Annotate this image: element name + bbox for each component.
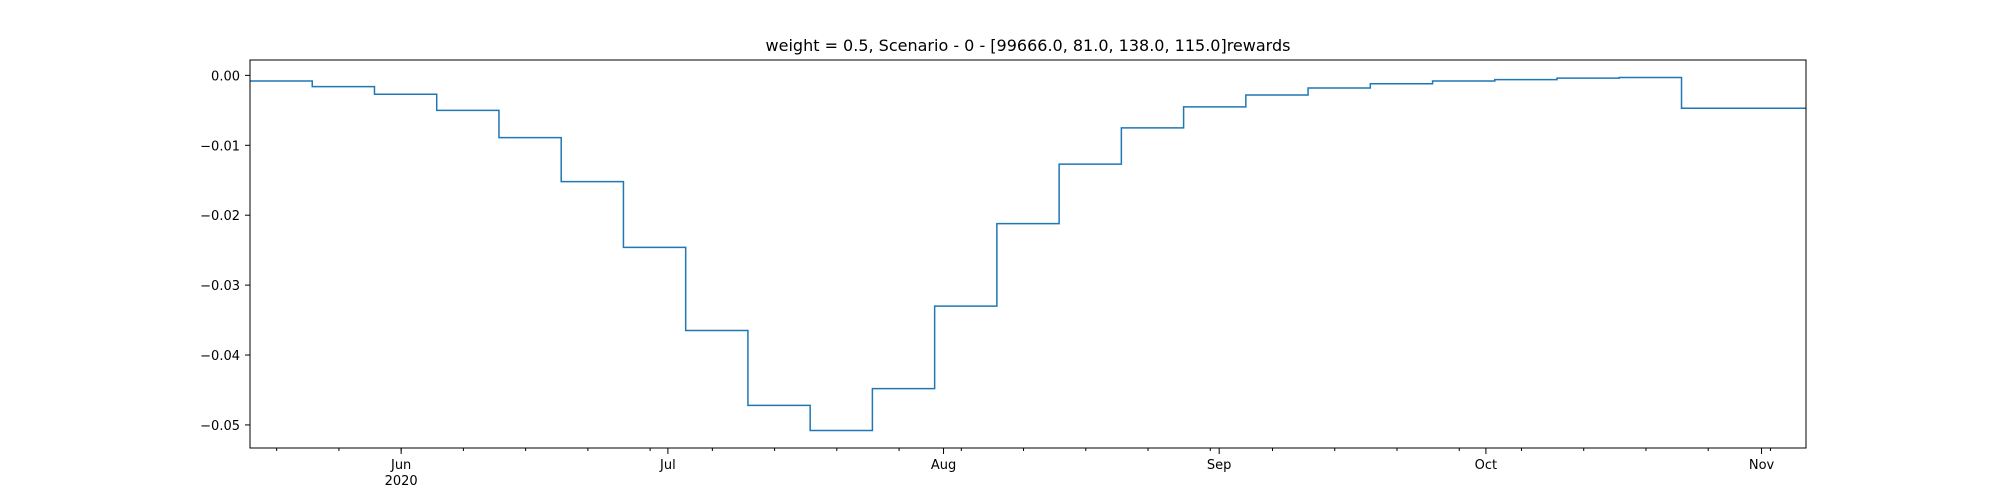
plot-area bbox=[250, 76, 1806, 432]
x-tick-label: Oct bbox=[1475, 458, 1497, 473]
plot-frame bbox=[249, 59, 1807, 449]
x-tick-label: Jul bbox=[659, 458, 676, 473]
x-tick-label: Sep bbox=[1207, 458, 1232, 473]
y-tick-label: −0.02 bbox=[200, 209, 240, 224]
chart-title: weight = 0.5, Scenario - 0 - [99666.0, 8… bbox=[766, 36, 1291, 55]
x-tick-label: Aug bbox=[931, 458, 956, 473]
x-tick-year-label: 2020 bbox=[385, 474, 418, 489]
y-tick-label: 0.00 bbox=[211, 69, 240, 84]
y-tick-label: −0.05 bbox=[200, 419, 240, 434]
y-tick-label: −0.01 bbox=[200, 139, 240, 154]
y-axis: 0.00 −0.01 −0.02 −0.03 −0.04 −0.05 bbox=[200, 69, 250, 434]
x-tick-label: Jun bbox=[390, 458, 411, 473]
y-tick-label: −0.03 bbox=[200, 279, 240, 294]
x-tick-label: Nov bbox=[1749, 458, 1775, 473]
y-tick-label: −0.04 bbox=[200, 349, 240, 364]
series-line bbox=[250, 76, 1806, 432]
